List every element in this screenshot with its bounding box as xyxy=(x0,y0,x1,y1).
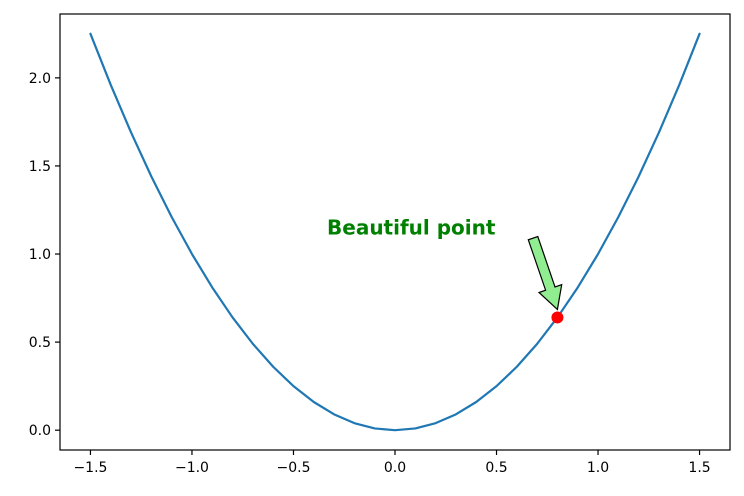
x-tick-label: 0.5 xyxy=(485,460,507,476)
y-tick-label: 2.0 xyxy=(29,71,51,87)
annotation: Beautiful point xyxy=(327,216,563,311)
y-tick-label: 0.0 xyxy=(29,423,51,439)
y-tick-label: 1.5 xyxy=(29,159,51,175)
x-tick-label: 0.0 xyxy=(384,460,406,476)
annotation-arrow xyxy=(527,235,563,311)
plot-area xyxy=(89,32,701,432)
x-axis: −1.5 −1.0 −0.5 0.0 0.5 1.0 1.5 xyxy=(73,450,711,476)
series-line-0 xyxy=(89,32,701,432)
y-tick-label: 0.5 xyxy=(29,335,51,351)
x-tick-label: −1.0 xyxy=(175,460,209,476)
y-axis: 0.0 0.5 1.0 1.5 2.0 xyxy=(29,71,60,439)
highlight-point xyxy=(551,311,564,324)
annotation-text: Beautiful point xyxy=(327,216,496,240)
y-tick-label: 1.0 xyxy=(29,247,51,263)
x-tick-label: −0.5 xyxy=(276,460,310,476)
x-tick-label: 1.5 xyxy=(688,460,710,476)
x-tick-label: −1.5 xyxy=(73,460,107,476)
x-tick-label: 1.0 xyxy=(587,460,609,476)
